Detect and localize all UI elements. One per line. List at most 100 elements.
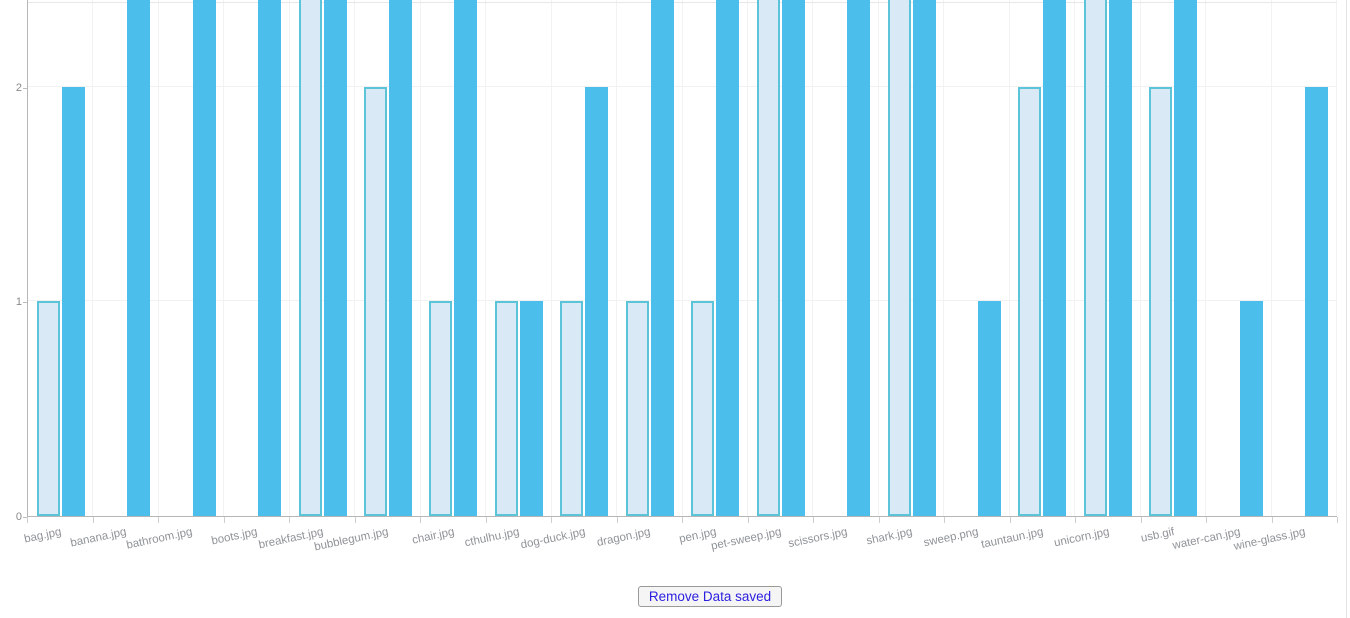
x-tick-mark bbox=[354, 517, 356, 523]
gridline-y-2 bbox=[28, 85, 1337, 87]
category-slot-scissors.jpg bbox=[813, 0, 878, 516]
bar-light-unicorn.jpg[interactable] bbox=[1083, 0, 1107, 516]
x-tick-mark bbox=[158, 517, 159, 523]
x-tick-mark bbox=[289, 517, 290, 523]
y-tick-mark bbox=[23, 87, 27, 89]
category-slot-dragon.jpg bbox=[617, 0, 682, 516]
bar-light-chair.jpg[interactable] bbox=[429, 301, 453, 516]
category-slot-sweep.png bbox=[944, 0, 1009, 516]
bar-dark-chair.jpg[interactable] bbox=[454, 0, 478, 516]
gridline-x-boundary bbox=[354, 0, 356, 516]
bar-light-pen.jpg[interactable] bbox=[691, 301, 715, 516]
x-tick-mark bbox=[92, 517, 94, 523]
x-tick-mark bbox=[944, 517, 945, 523]
bar-light-pet-sweep.jpg[interactable] bbox=[756, 0, 780, 516]
gridline-x-boundary bbox=[746, 0, 748, 516]
gridline-x-boundary bbox=[877, 0, 879, 516]
x-tick-mark bbox=[1271, 517, 1273, 523]
bar-dark-wine-glass.jpg[interactable] bbox=[1305, 87, 1329, 516]
bar-light-breakfast.jpg[interactable] bbox=[298, 0, 322, 516]
panel-right-border bbox=[1346, 0, 1347, 618]
button-row: Remove Data saved bbox=[0, 586, 1350, 607]
x-tick-mark bbox=[551, 517, 552, 523]
bar-dark-breakfast.jpg[interactable] bbox=[323, 0, 347, 516]
bar-dark-dragon.jpg[interactable] bbox=[650, 0, 674, 516]
category-slot-boots.jpg bbox=[224, 0, 289, 516]
y-tick-mark bbox=[23, 302, 27, 304]
bar-dark-bubblegum.jpg[interactable] bbox=[388, 0, 412, 516]
bar-dark-shark.jpg[interactable] bbox=[912, 0, 936, 516]
category-slot-pet-sweep.jpg bbox=[748, 0, 813, 516]
bar-dark-pet-sweep.jpg[interactable] bbox=[781, 0, 805, 516]
gridline-x-boundary bbox=[485, 0, 487, 516]
category-slot-dog-duck.jpg bbox=[552, 0, 617, 516]
bar-dark-boots.jpg[interactable] bbox=[258, 0, 282, 516]
gridline-x-boundary bbox=[812, 0, 814, 516]
category-slot-chair.jpg bbox=[421, 0, 486, 516]
x-tick-mark bbox=[27, 517, 28, 523]
gridline-x-boundary bbox=[288, 0, 290, 516]
x-tick-mark bbox=[485, 517, 487, 523]
category-slot-shark.jpg bbox=[879, 0, 944, 516]
gridline-x-boundary bbox=[223, 0, 225, 516]
gridline-x-boundary bbox=[616, 0, 618, 516]
x-tick-mark bbox=[1075, 517, 1076, 523]
gridline-x-boundary bbox=[1074, 0, 1076, 516]
gridline-x-boundary bbox=[1139, 0, 1141, 516]
x-tick-mark bbox=[682, 517, 683, 523]
x-tick-mark bbox=[616, 517, 618, 523]
bar-light-cthulhu.jpg[interactable] bbox=[494, 301, 518, 516]
x-tick-mark bbox=[223, 517, 225, 523]
bar-dark-bathroom.jpg[interactable] bbox=[192, 0, 216, 516]
x-tick-mark bbox=[420, 517, 421, 523]
category-slot-bubblegum.jpg bbox=[355, 0, 420, 516]
gridline-x-boundary bbox=[681, 0, 683, 516]
bar-light-bag.jpg[interactable] bbox=[36, 301, 60, 516]
gridline-y-1 bbox=[28, 300, 1337, 302]
bar-dark-sweep.png[interactable] bbox=[978, 301, 1002, 516]
bar-dark-cthulhu.jpg[interactable] bbox=[519, 301, 543, 516]
category-slot-bathroom.jpg bbox=[159, 0, 224, 516]
bar-light-usb.gif[interactable] bbox=[1149, 87, 1173, 516]
chart-plot-area bbox=[27, 0, 1337, 517]
bar-dark-unicorn.jpg[interactable] bbox=[1108, 0, 1132, 516]
gridline-top bbox=[28, 2, 1337, 3]
bar-dark-scissors.jpg[interactable] bbox=[847, 0, 871, 516]
gridline-x-boundary bbox=[419, 0, 421, 516]
gridline-x-boundary bbox=[1270, 0, 1272, 516]
category-slot-usb.gif bbox=[1141, 0, 1206, 516]
bar-dark-dog-duck.jpg[interactable] bbox=[585, 87, 609, 516]
bar-dark-water-can.jpg[interactable] bbox=[1239, 301, 1263, 516]
category-slot-tauntaun.jpg bbox=[1010, 0, 1075, 516]
x-tick-mark bbox=[1009, 517, 1011, 523]
gridline-x-boundary bbox=[550, 0, 552, 516]
bar-light-dog-duck.jpg[interactable] bbox=[560, 301, 584, 516]
bar-light-bubblegum.jpg[interactable] bbox=[363, 87, 387, 516]
y-tick-label-1: 1 bbox=[15, 296, 22, 309]
category-slot-cthulhu.jpg bbox=[486, 0, 551, 516]
bar-light-tauntaun.jpg[interactable] bbox=[1018, 87, 1042, 516]
gridline-x-boundary bbox=[157, 0, 159, 516]
bar-dark-usb.gif[interactable] bbox=[1174, 0, 1198, 516]
bar-dark-tauntaun.jpg[interactable] bbox=[1043, 0, 1067, 516]
gridline-x-boundary bbox=[943, 0, 945, 516]
gridline-x-boundary bbox=[1008, 0, 1010, 516]
category-slot-unicorn.jpg bbox=[1075, 0, 1140, 516]
gridline-x-boundary bbox=[1205, 0, 1207, 516]
bar-light-dragon.jpg[interactable] bbox=[625, 301, 649, 516]
category-slot-pen.jpg bbox=[683, 0, 748, 516]
category-slot-water-can.jpg bbox=[1206, 0, 1271, 516]
category-slot-breakfast.jpg bbox=[290, 0, 355, 516]
category-slot-wine-glass.jpg bbox=[1272, 0, 1337, 516]
remove-data-saved-button[interactable]: Remove Data saved bbox=[637, 586, 783, 607]
x-tick-mark bbox=[878, 517, 880, 523]
x-tick-mark bbox=[747, 517, 749, 523]
bar-dark-pen.jpg[interactable] bbox=[716, 0, 740, 516]
bar-dark-bag.jpg[interactable] bbox=[61, 87, 85, 516]
gridline-x-boundary bbox=[92, 0, 94, 516]
bar-light-shark.jpg[interactable] bbox=[887, 0, 911, 516]
bar-dark-banana.jpg[interactable] bbox=[127, 0, 151, 516]
x-tick-mark bbox=[1140, 517, 1142, 523]
